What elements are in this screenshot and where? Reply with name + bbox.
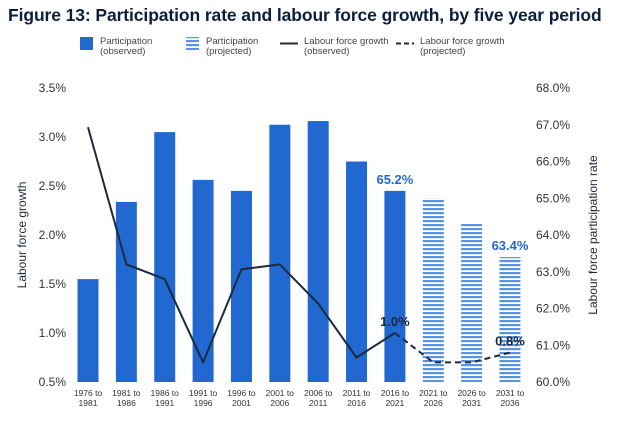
y-left-tick: 1.0% bbox=[39, 326, 67, 340]
legend-label: Participation (observed) bbox=[100, 36, 152, 57]
bar-observed bbox=[115, 201, 137, 382]
data-label: 65.2% bbox=[376, 172, 413, 187]
x-tick-label: 1991 to 1996 bbox=[189, 388, 218, 408]
bar-observed bbox=[154, 132, 176, 382]
line-projected bbox=[394, 332, 511, 364]
y-right-tick: 65.0% bbox=[536, 191, 570, 205]
y-right-tick: 67.0% bbox=[536, 118, 570, 132]
x-tick-label: 2026 to 2031 bbox=[457, 388, 486, 408]
bars bbox=[77, 121, 521, 382]
bar-projected bbox=[422, 198, 444, 382]
bar-observed bbox=[269, 124, 291, 382]
y-left-tick: 0.5% bbox=[39, 375, 67, 389]
y-right-title: Labour force participation rate bbox=[586, 155, 600, 315]
x-tick-label: 2006 to 2011 bbox=[304, 388, 333, 408]
y-axis-right: 60.0% 61.0% 62.0% 63.0% 64.0% 65.0% 66.0% 67.0%… bbox=[536, 81, 570, 389]
y-left-tick: 1.5% bbox=[39, 277, 67, 291]
y-right-tick: 62.0% bbox=[536, 302, 570, 316]
legend-swatch bbox=[80, 37, 93, 50]
legend-label: Participation (projected) bbox=[206, 36, 258, 57]
lines bbox=[87, 126, 511, 364]
y-axis-left: 0.5% 1.0% 1.5% 2.0% 2.5% 3.0% 3.5% bbox=[39, 81, 67, 389]
x-tick-label: 1986 to 1991 bbox=[151, 388, 180, 408]
legend-swatch bbox=[186, 37, 199, 50]
y-right-tick: 60.0% bbox=[536, 375, 570, 389]
bar-projected bbox=[461, 223, 483, 382]
line-observed bbox=[87, 126, 396, 364]
data-labels: 65.2% 63.4% 1.0% 0.8% bbox=[376, 172, 528, 349]
legend-label: Labour force growth (observed) bbox=[304, 36, 389, 57]
x-tick-label: 1976 to 1981 bbox=[74, 388, 103, 408]
bar-projected bbox=[499, 257, 521, 382]
axis-titles: Labour force growth Labour force particip… bbox=[15, 155, 600, 315]
x-tick-label: 2021 to 2026 bbox=[419, 388, 448, 408]
legend-label: Labour force growth (projected) bbox=[420, 36, 505, 57]
y-left-tick: 3.0% bbox=[39, 130, 67, 144]
bar-observed bbox=[230, 190, 252, 382]
y-right-tick: 63.0% bbox=[536, 265, 570, 279]
bar-observed bbox=[307, 121, 329, 382]
legend: Participation (observed) Participation (pro… bbox=[80, 36, 505, 57]
x-axis: 1976 to 1981 1981 to 1986 1986 to 1991 1991 to… bbox=[74, 388, 525, 408]
y-right-tick: 68.0% bbox=[536, 81, 570, 95]
y-left-tick: 2.5% bbox=[39, 179, 67, 193]
bar-observed bbox=[192, 179, 214, 382]
x-tick-label: 1996 to 2001 bbox=[227, 388, 256, 408]
chart-title: Figure 13: Participation rate and labour… bbox=[8, 5, 602, 25]
bar-observed bbox=[77, 279, 99, 382]
y-left-title: Labour force growth bbox=[15, 182, 29, 289]
x-tick-label: 1981 to 1986 bbox=[112, 388, 141, 408]
y-right-tick: 61.0% bbox=[536, 338, 570, 352]
y-right-tick: 66.0% bbox=[536, 155, 570, 169]
data-label: 1.0% bbox=[380, 314, 410, 329]
y-left-tick: 3.5% bbox=[39, 81, 67, 95]
y-right-tick: 64.0% bbox=[536, 228, 570, 242]
bar-observed bbox=[384, 190, 406, 382]
x-tick-label: 2011 to 2016 bbox=[343, 388, 371, 408]
x-tick-label: 2016 to 2021 bbox=[381, 388, 410, 408]
x-tick-label: 2031 to 2036 bbox=[496, 388, 525, 408]
data-label: 63.4% bbox=[492, 238, 529, 253]
y-left-tick: 2.0% bbox=[39, 228, 67, 242]
data-label: 0.8% bbox=[495, 334, 525, 349]
bar-observed bbox=[346, 161, 368, 382]
x-tick-label: 2001 to 2006 bbox=[266, 388, 295, 408]
